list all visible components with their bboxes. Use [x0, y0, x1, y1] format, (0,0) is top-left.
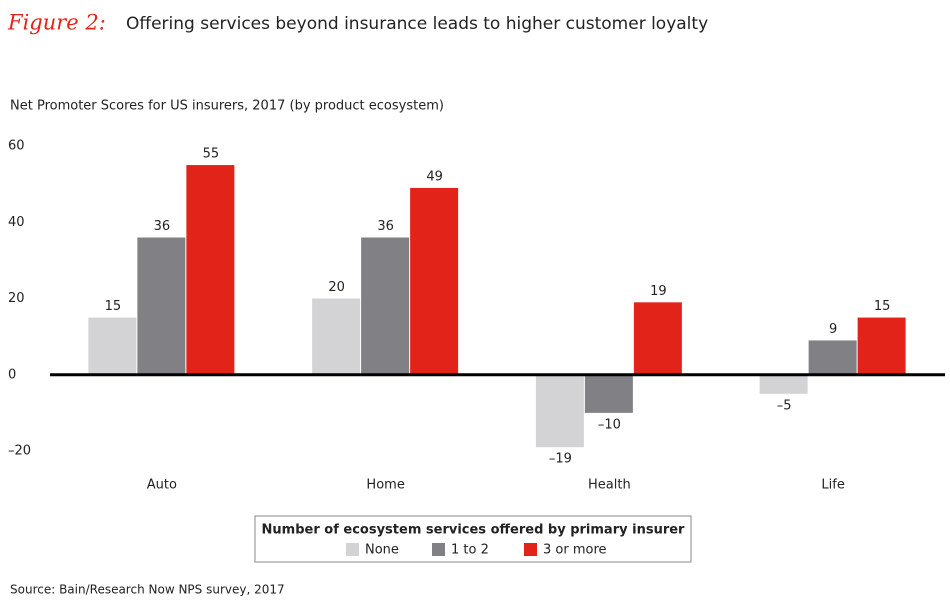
legend-swatch	[524, 543, 537, 556]
bar	[361, 237, 410, 375]
bar	[808, 340, 857, 375]
value-label: 15	[105, 299, 122, 314]
y-tick-label: 0	[8, 367, 16, 382]
value-label: 20	[328, 280, 345, 295]
legend-box	[254, 515, 692, 563]
bar	[137, 237, 186, 375]
bar	[410, 187, 459, 375]
chart-title: Offering services beyond insurance leads…	[126, 14, 708, 34]
value-label: 9	[829, 322, 837, 337]
value-label: –5	[777, 398, 792, 413]
bar	[312, 298, 361, 375]
legend-label: 3 or more	[543, 543, 607, 558]
value-label: 36	[377, 219, 394, 234]
bar	[857, 317, 906, 375]
legend-label: 1 to 2	[451, 543, 489, 558]
legend-label: None	[365, 543, 399, 558]
legend-title: Number of ecosystem services offered by …	[262, 523, 686, 538]
legend-swatch	[346, 543, 359, 556]
bar	[633, 302, 682, 375]
bar	[759, 374, 808, 394]
value-label: 36	[154, 219, 171, 234]
value-label: 15	[874, 299, 891, 314]
chart-subtitle: Net Promoter Scores for US insurers, 201…	[10, 99, 444, 114]
y-tick-label: 20	[8, 291, 25, 306]
bar	[584, 374, 633, 413]
x-tick-label: Home	[366, 478, 404, 493]
figure-label: Figure 2:	[7, 11, 106, 35]
y-tick-label: 40	[8, 215, 25, 230]
y-tick-label: –20	[8, 444, 31, 459]
x-tick-label: Life	[821, 478, 844, 493]
bar	[186, 165, 235, 375]
bar	[535, 374, 584, 448]
value-label: –10	[598, 417, 621, 432]
value-label: 19	[650, 284, 667, 299]
source: Source: Bain/Research Now NPS survey, 20…	[10, 583, 285, 597]
x-tick-label: Health	[588, 478, 631, 493]
value-label: –19	[549, 452, 572, 467]
bar	[88, 317, 137, 375]
legend-swatch	[432, 543, 445, 556]
value-label: 55	[203, 147, 220, 162]
y-tick-label: 60	[8, 139, 25, 154]
x-tick-label: Auto	[147, 478, 177, 493]
value-label: 49	[426, 169, 443, 184]
